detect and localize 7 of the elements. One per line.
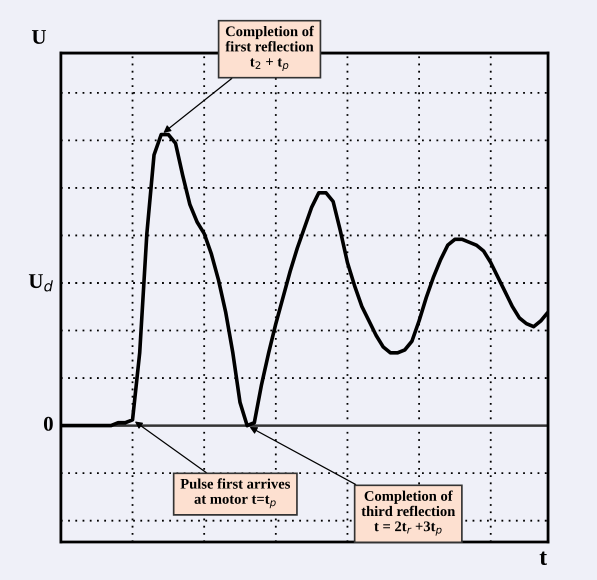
ref-line-label: 0	[44, 416, 53, 431]
ref-line-label: U$_{d}$	[28, 274, 53, 292]
y-axis-title: U	[32, 30, 46, 44]
text: Completion of first reflection t$_{2}$ + t$_{p}$	[225, 26, 314, 72]
text: t	[540, 552, 547, 566]
text: Completion of third reflection t = 2t$_{r}$ +3t$_{p}$	[361, 490, 456, 536]
text: Pulse first arrives at motor t=t$_{p}$	[180, 478, 290, 508]
